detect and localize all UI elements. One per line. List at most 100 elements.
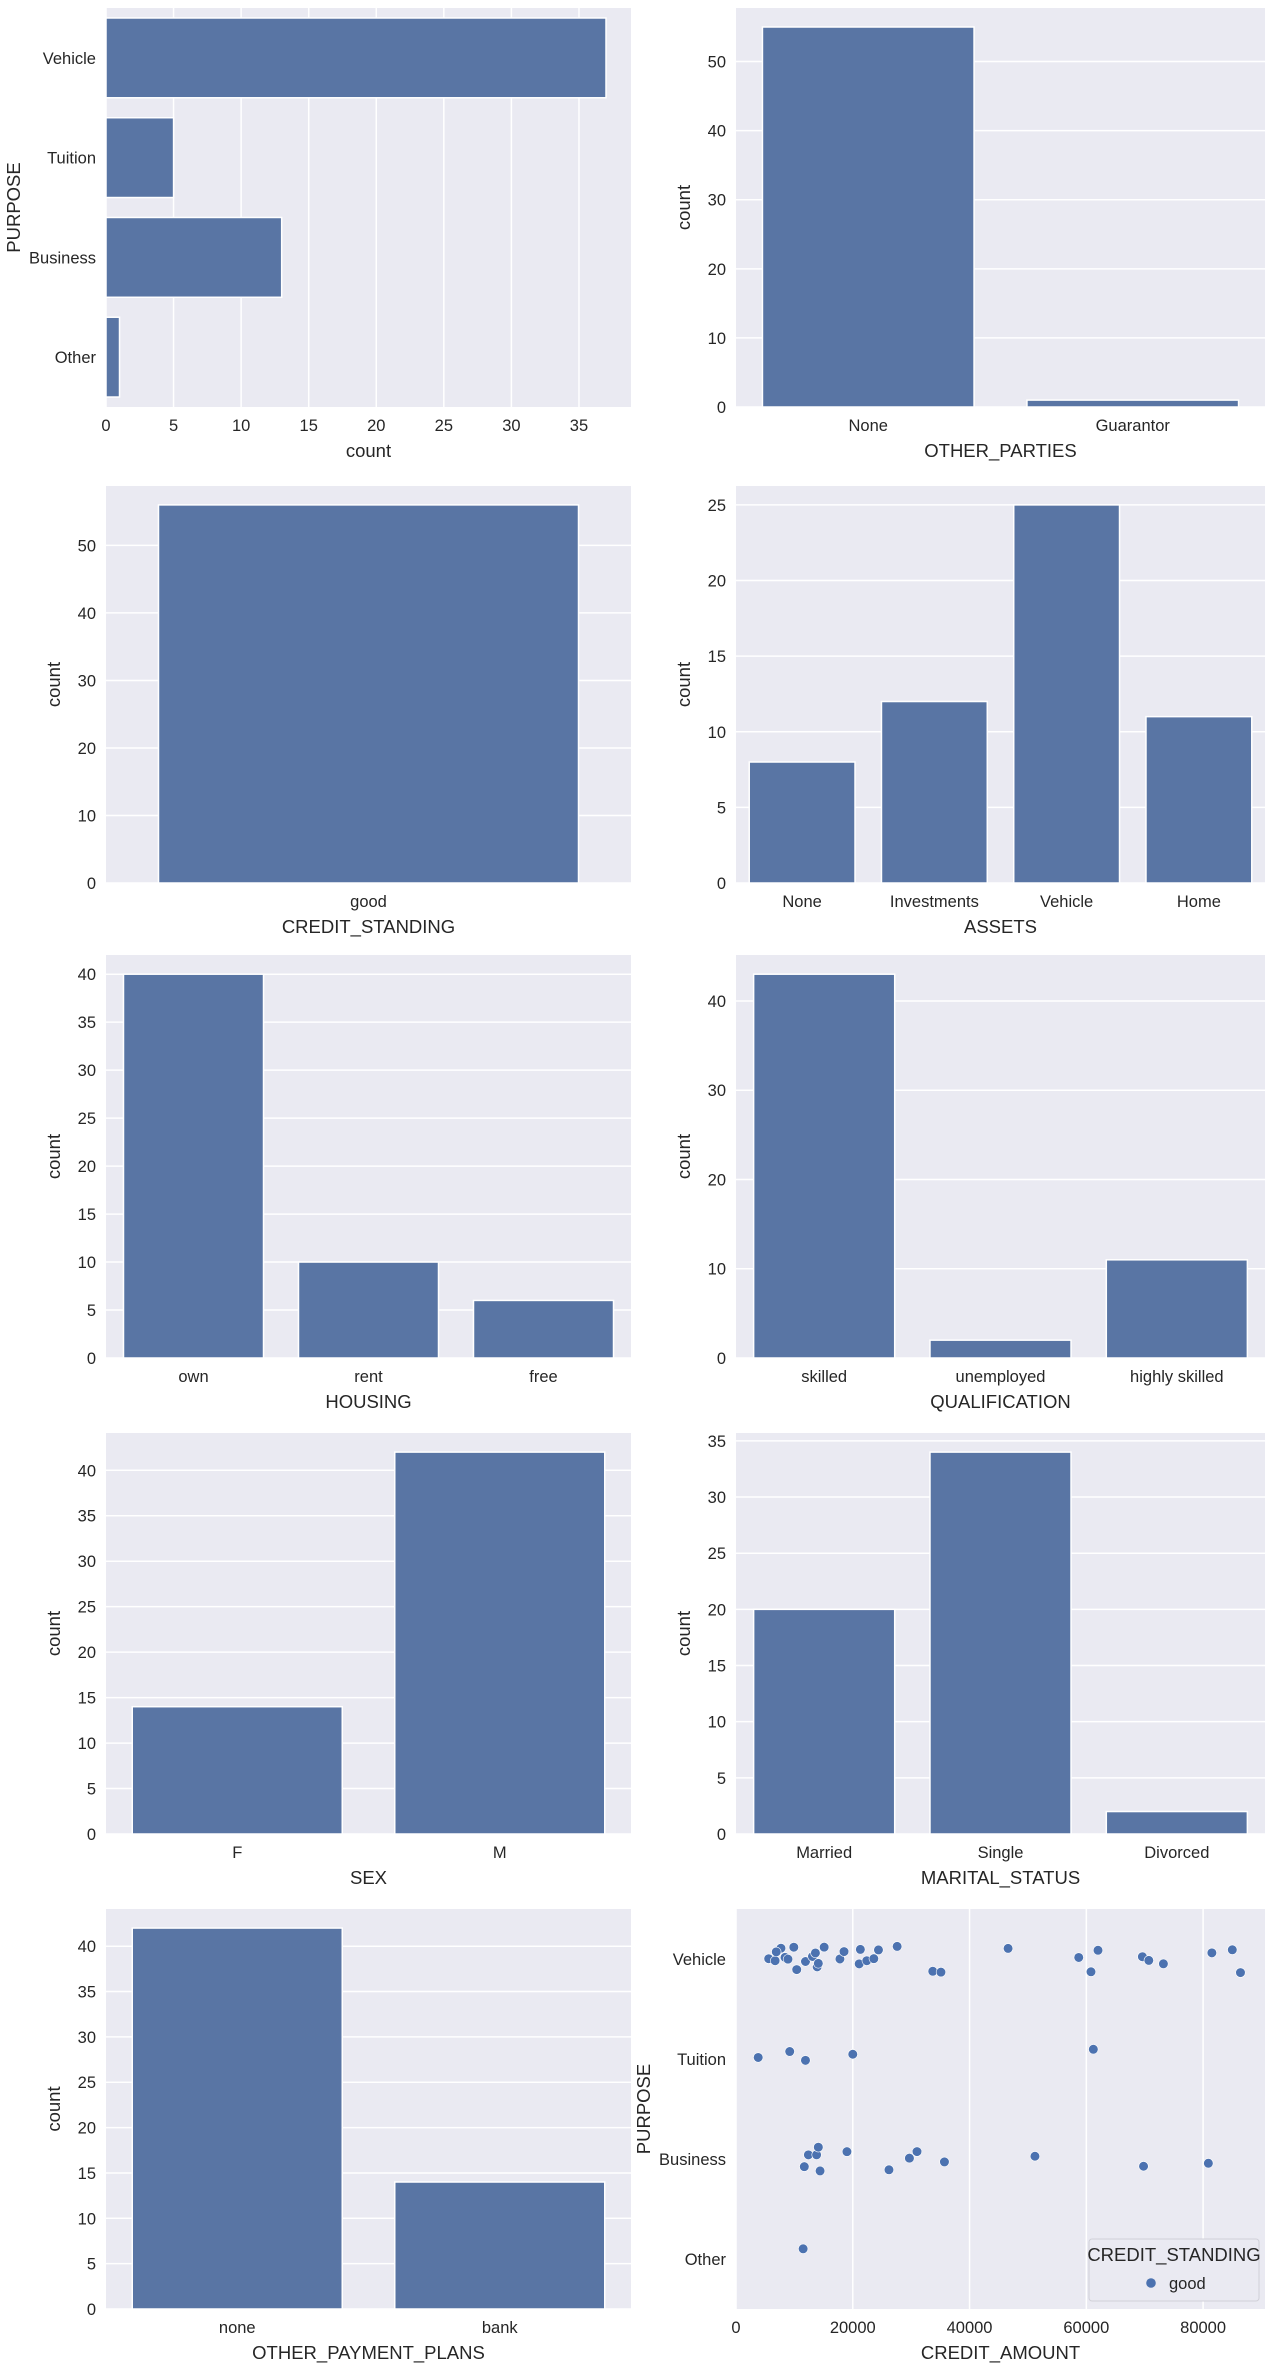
y-tick-label: 40 bbox=[708, 993, 726, 1011]
y-tick-label: 35 bbox=[78, 1984, 96, 2002]
scatter-point bbox=[939, 2156, 950, 2167]
scatter-point bbox=[883, 2164, 895, 2175]
y-category-label: Vehicle bbox=[43, 50, 96, 68]
scatter-point bbox=[819, 1942, 830, 1953]
bar-free bbox=[472, 1299, 615, 1359]
y-tick-label: 5 bbox=[87, 2256, 96, 2274]
y-tick-label: 40 bbox=[78, 1938, 96, 1956]
legend-title: CREDIT_STANDING bbox=[1087, 2244, 1260, 2266]
scatter-point bbox=[904, 2153, 915, 2164]
scatter-point bbox=[813, 1958, 824, 1969]
chart-panel-assets: 0 5 10 15 20 25 None Investments Vehicle Home ASSE… bbox=[673, 486, 1265, 937]
chart-panel-other-parties: 0 10 20 30 40 50 None Guarantor OTHER_PARTIES cou… bbox=[673, 8, 1265, 462]
scatter-point bbox=[753, 2052, 764, 2063]
y-tick-label: 0 bbox=[87, 2301, 96, 2319]
scatter-point bbox=[798, 2243, 809, 2254]
x-axis-label: QUALIFICATION bbox=[930, 1391, 1070, 1412]
y-tick-label: 40 bbox=[708, 123, 726, 141]
x-category-label: bank bbox=[482, 2319, 519, 2337]
bar-divorced bbox=[1105, 1810, 1249, 1835]
bar-none bbox=[761, 26, 975, 408]
y-tick-label: 20 bbox=[708, 1601, 726, 1619]
bar-m bbox=[394, 1451, 606, 1835]
scatter-point bbox=[1138, 2161, 1149, 2172]
x-axis-label: count bbox=[346, 440, 391, 461]
scatter-point bbox=[810, 1947, 821, 1959]
x-category-label: M bbox=[493, 1844, 507, 1862]
y-category-label: Vehicle bbox=[673, 1951, 726, 1969]
y-tick-label: 20 bbox=[708, 1171, 726, 1189]
scatter-point bbox=[873, 1944, 884, 1956]
y-tick-label: 0 bbox=[87, 875, 96, 893]
y-tick-label: 30 bbox=[78, 1553, 96, 1571]
y-tick-label: 10 bbox=[708, 1261, 726, 1279]
bar-rent bbox=[297, 1261, 440, 1359]
y-axis-label: count bbox=[673, 1134, 694, 1179]
scatter-point bbox=[784, 2046, 795, 2057]
x-category-label: Investments bbox=[890, 893, 979, 911]
x-tick-label: 80000 bbox=[1180, 2319, 1226, 2337]
y-tick-label: 15 bbox=[708, 648, 726, 666]
y-tick-label: 5 bbox=[717, 799, 726, 817]
x-axis-label: MARITAL_STATUS bbox=[921, 1867, 1080, 1889]
bar-highly-skilled bbox=[1105, 1259, 1249, 1359]
scatter-point bbox=[1085, 1966, 1097, 1977]
x-category-label: good bbox=[350, 893, 387, 911]
y-axis-label: PURPOSE bbox=[633, 2064, 654, 2154]
y-tick-label: 25 bbox=[78, 1599, 96, 1617]
x-category-label: Divorced bbox=[1144, 1844, 1209, 1862]
y-axis-label: count bbox=[43, 1134, 64, 1179]
scatter-point bbox=[800, 1956, 811, 1967]
y-axis-label: PURPOSE bbox=[3, 162, 24, 252]
scatter-point bbox=[1227, 1944, 1238, 1955]
x-category-label: Guarantor bbox=[1096, 417, 1171, 435]
x-axis-label: HOUSING bbox=[325, 1391, 411, 1412]
y-tick-label: 10 bbox=[78, 807, 96, 825]
x-category-label: Single bbox=[978, 1844, 1024, 1862]
x-tick-label: 10 bbox=[232, 417, 250, 435]
y-axis-label: count bbox=[43, 2086, 64, 2131]
y-tick-label: 10 bbox=[78, 1254, 96, 1272]
scatter-point bbox=[1088, 2044, 1099, 2055]
y-tick-label: 30 bbox=[78, 1062, 96, 1080]
chart-panel-count: 0 5 10 15 20 25 30 35 Vehicle Tuition Business Othe… bbox=[3, 8, 631, 461]
chart-panel-sex: 0 5 10 15 20 25 30 35 40 F M SEX count bbox=[43, 1433, 631, 1888]
bar-vehicle bbox=[105, 17, 607, 99]
x-category-label: Vehicle bbox=[1040, 893, 1093, 911]
scatter-point bbox=[814, 2165, 826, 2177]
bar-married bbox=[752, 1608, 896, 1835]
scatter-point bbox=[1158, 1958, 1169, 1969]
chart-panel-marital-status: 0 5 10 15 20 25 30 35 Married Single Divorced MARIT… bbox=[673, 1433, 1265, 1889]
y-tick-label: 25 bbox=[78, 1110, 96, 1128]
x-axis-label: CREDIT_STANDING bbox=[282, 916, 455, 938]
y-tick-label: 10 bbox=[78, 1735, 96, 1753]
y-tick-label: 10 bbox=[708, 1714, 726, 1732]
y-tick-label: 0 bbox=[717, 1350, 726, 1368]
y-tick-label: 20 bbox=[708, 261, 726, 279]
y-category-label: Tuition bbox=[677, 2051, 726, 2069]
y-tick-label: 15 bbox=[78, 1206, 96, 1224]
y-category-label: Other bbox=[55, 349, 97, 367]
y-tick-label: 15 bbox=[78, 1690, 96, 1708]
x-tick-label: 15 bbox=[300, 417, 318, 435]
x-category-label: rent bbox=[354, 1368, 383, 1386]
scatter-point bbox=[855, 1944, 866, 1955]
scatter-point bbox=[911, 2146, 923, 2157]
x-tick-label: 60000 bbox=[1063, 2319, 1109, 2337]
y-tick-label: 0 bbox=[87, 1826, 96, 1844]
x-tick-label: 0 bbox=[101, 417, 110, 435]
chart-panel-credit-standing: 0 10 20 30 40 50 good CREDIT_STANDING count bbox=[43, 486, 631, 938]
y-axis-label: count bbox=[43, 662, 64, 707]
x-category-label: unemployed bbox=[956, 1368, 1046, 1386]
y-tick-label: 25 bbox=[708, 497, 726, 515]
scatter-point bbox=[771, 1946, 782, 1957]
y-category-label: Business bbox=[659, 2151, 726, 2169]
y-tick-label: 20 bbox=[78, 2120, 96, 2138]
x-axis-label: CREDIT_AMOUNT bbox=[921, 2342, 1080, 2364]
x-axis-label: ASSETS bbox=[964, 916, 1037, 937]
bar-none bbox=[748, 761, 856, 884]
y-tick-label: 15 bbox=[78, 2165, 96, 2183]
scatter-point bbox=[799, 2161, 810, 2172]
